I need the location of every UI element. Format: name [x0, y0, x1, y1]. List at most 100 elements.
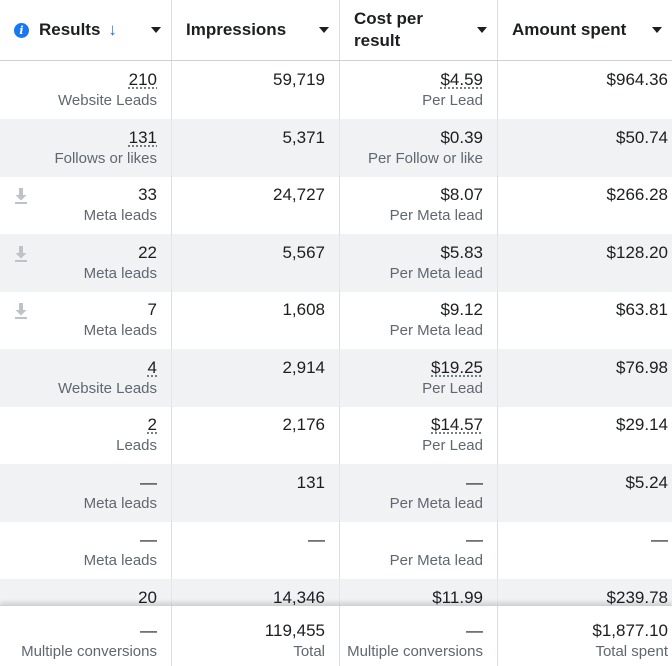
table-row[interactable]: 210 Website Leads 59,719 $4.59 Per Lead $964.… [0, 61, 672, 119]
impressions-cell: 2,914 [172, 349, 340, 407]
download-icon[interactable] [14, 188, 28, 204]
results-cell: 2 Leads [0, 406, 172, 464]
amount-spent-cell: $63.81 [498, 291, 672, 349]
results-type-label: Leads [116, 437, 157, 454]
table-row[interactable]: 22 Meta leads 5,567 $5.83 Per Meta lead $128.… [0, 234, 672, 292]
footer-results-label: Multiple conversions [21, 643, 157, 660]
results-value[interactable]: 20 [138, 588, 157, 607]
amount-value: $239.78 [606, 588, 668, 607]
table-row[interactable]: 33 Meta leads 24,727 $8.07 Per Meta lead $266… [0, 176, 672, 234]
amount-spent-cell: $29.14 [498, 406, 672, 464]
caret-down-icon[interactable] [319, 27, 329, 33]
table-header: i Results ↓ Impressions Cost per result … [0, 0, 672, 61]
impressions-cell: 24,727 [172, 176, 340, 234]
footer-cost-cell: — Multiple conversions [340, 606, 498, 666]
impressions-value: 5,371 [282, 128, 325, 147]
results-value[interactable]: 131 [128, 128, 157, 147]
cost-value[interactable]: $19.25 [431, 358, 483, 377]
results-type-label: Meta leads [83, 552, 157, 569]
sort-descending-icon[interactable]: ↓ [108, 20, 117, 39]
column-header-amount-label: Amount spent [512, 20, 627, 39]
results-value: — [140, 473, 157, 492]
footer-results-value: — [140, 621, 157, 640]
cost-value: — [466, 473, 483, 492]
footer-impressions-cell: 119,455 Total [172, 606, 340, 666]
amount-value: — [651, 530, 668, 549]
cost-type-label: Per Meta lead [389, 552, 483, 569]
results-value[interactable]: 210 [128, 70, 157, 89]
cost-value: $9.12 [440, 300, 483, 319]
table-row[interactable]: 131 Follows or likes 5,371 $0.39 Per Follow … [0, 119, 672, 177]
amount-value: $76.98 [616, 358, 668, 377]
cost-type-label: Per Meta lead [389, 495, 483, 512]
impressions-value: 24,727 [273, 185, 325, 204]
impressions-value: 5,567 [282, 243, 325, 262]
cost-value[interactable]: $4.59 [440, 70, 483, 89]
table-row[interactable]: 2 Leads 2,176 $14.57 Per Lead $29.14 [0, 406, 672, 464]
results-value: 33 [138, 185, 157, 204]
results-value[interactable]: 4 [147, 358, 157, 377]
cost-value: $11.99 [432, 588, 483, 607]
results-cell: 4 Website Leads [0, 349, 172, 407]
caret-down-icon[interactable] [652, 27, 662, 33]
table-row[interactable]: — Meta leads — — Per Meta lead — [0, 521, 672, 579]
footer-impressions-value: 119,455 [264, 621, 325, 640]
amount-spent-cell: $5.24 [498, 464, 672, 522]
cost-per-result-cell: — Per Meta lead [340, 521, 498, 579]
footer-cost-label: Multiple conversions [347, 643, 483, 660]
caret-down-icon[interactable] [151, 27, 161, 33]
impressions-cell: 5,567 [172, 234, 340, 292]
amount-spent-cell: $239.78 [498, 579, 672, 637]
cost-value: $8.07 [440, 185, 483, 204]
table-row[interactable]: — Meta leads 131 — Per Meta lead $5.24 [0, 464, 672, 522]
results-type-label: Meta leads [83, 265, 157, 282]
column-header-amount-spent[interactable]: Amount spent [498, 0, 672, 60]
cost-per-result-cell: $0.39 Per Follow or like [340, 119, 498, 177]
table-footer-totals: — Multiple conversions 119,455 Total — M… [0, 605, 672, 666]
column-header-results-label: Results [39, 20, 101, 39]
amount-spent-cell: $266.28 [498, 176, 672, 234]
impressions-cell: 5,371 [172, 119, 340, 177]
amount-value: $29.14 [616, 415, 668, 434]
results-value: 7 [147, 300, 157, 319]
impressions-value: 2,914 [282, 358, 325, 377]
download-icon[interactable] [14, 246, 28, 262]
results-type-label: Website Leads [58, 92, 157, 109]
results-type-label: Website Leads [58, 380, 157, 397]
cost-type-label: Per Meta lead [389, 322, 483, 339]
amount-spent-cell: $76.98 [498, 349, 672, 407]
cost-per-result-cell: $14.57 Per Lead [340, 406, 498, 464]
impressions-value: — [308, 530, 325, 549]
results-cell: 33 Meta leads [0, 176, 172, 234]
cost-type-label: Per Follow or like [367, 150, 483, 167]
table-row[interactable]: 7 Meta leads 1,608 $9.12 Per Meta lead $63.81 [0, 291, 672, 349]
amount-value: $63.81 [616, 300, 668, 319]
results-cell: — Meta leads [0, 521, 172, 579]
table-row[interactable]: 4 Website Leads 2,914 $19.25 Per Lead $76.98 [0, 349, 672, 407]
cost-value: $5.83 [440, 243, 483, 262]
info-icon[interactable]: i [14, 22, 29, 38]
cost-type-label: Per Lead [422, 380, 483, 397]
cost-per-result-cell: — Per Meta lead [340, 464, 498, 522]
impressions-value: 59,719 [273, 70, 325, 89]
column-header-impressions[interactable]: Impressions [172, 0, 340, 60]
results-type-label: Meta leads [83, 322, 157, 339]
amount-spent-cell: $128.20 [498, 234, 672, 292]
cost-value[interactable]: $14.57 [431, 415, 483, 434]
footer-amount-value: $1,877.10 [592, 621, 668, 640]
cost-per-result-cell: $9.12 Per Meta lead [340, 291, 498, 349]
results-cell: — Meta leads [0, 464, 172, 522]
column-header-cost-per-result[interactable]: Cost per result [340, 0, 498, 60]
impressions-cell: — [172, 521, 340, 579]
results-cell: 7 Meta leads [0, 291, 172, 349]
results-type-label: Meta leads [83, 495, 157, 512]
results-value[interactable]: 2 [147, 415, 157, 434]
results-type-label: Follows or likes [54, 150, 157, 167]
caret-down-icon[interactable] [477, 27, 487, 33]
download-icon[interactable] [14, 303, 28, 319]
column-header-results[interactable]: i Results ↓ [0, 0, 172, 60]
impressions-value: 1,608 [282, 300, 325, 319]
cost-type-label: Per Lead [422, 92, 483, 109]
cost-type-label: Per Lead [422, 437, 483, 454]
